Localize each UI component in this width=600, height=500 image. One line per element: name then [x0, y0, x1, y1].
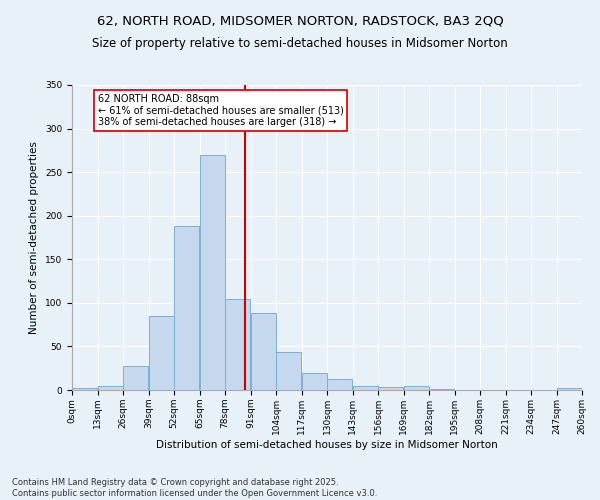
Bar [226, 298, 250, 390]
Bar [98, 386, 122, 390]
Text: 62 NORTH ROAD: 88sqm
← 61% of semi-detached houses are smaller (513)
38% of semi: 62 NORTH ROAD: 88sqm ← 61% of semi-detac… [97, 94, 343, 127]
Y-axis label: Number of semi-detached properties: Number of semi-detached properties [29, 141, 40, 334]
X-axis label: Distribution of semi-detached houses by size in Midsomer Norton: Distribution of semi-detached houses by … [156, 440, 498, 450]
Bar [251, 314, 275, 390]
Bar [557, 388, 581, 390]
Bar [302, 374, 326, 390]
Bar [149, 316, 173, 390]
Bar [200, 154, 224, 390]
Bar [73, 388, 97, 390]
Bar [175, 226, 199, 390]
Bar [353, 386, 377, 390]
Bar [124, 366, 148, 390]
Bar [328, 378, 352, 390]
Bar [430, 389, 454, 390]
Text: 62, NORTH ROAD, MIDSOMER NORTON, RADSTOCK, BA3 2QQ: 62, NORTH ROAD, MIDSOMER NORTON, RADSTOC… [97, 15, 503, 28]
Text: Contains HM Land Registry data © Crown copyright and database right 2025.
Contai: Contains HM Land Registry data © Crown c… [12, 478, 377, 498]
Bar [379, 386, 403, 390]
Text: Size of property relative to semi-detached houses in Midsomer Norton: Size of property relative to semi-detach… [92, 38, 508, 51]
Bar [277, 352, 301, 390]
Bar [404, 386, 428, 390]
